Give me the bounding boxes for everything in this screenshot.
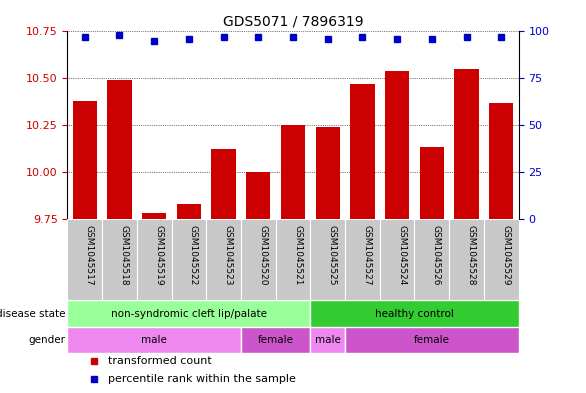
Text: GSM1045517: GSM1045517: [85, 225, 94, 286]
Bar: [246, 172, 271, 219]
Text: GSM1045523: GSM1045523: [224, 225, 233, 286]
Text: GSM1045526: GSM1045526: [432, 225, 441, 286]
Bar: [454, 69, 479, 219]
Bar: [206, 219, 241, 300]
Bar: [275, 219, 311, 300]
Text: transformed count: transformed count: [108, 356, 212, 366]
Bar: [311, 219, 345, 300]
Text: male: male: [141, 335, 167, 345]
Text: female: female: [414, 335, 450, 345]
Bar: [345, 327, 519, 353]
Text: male: male: [315, 335, 340, 345]
Text: disease state: disease state: [0, 309, 66, 318]
Bar: [102, 219, 137, 300]
Bar: [212, 149, 236, 219]
Bar: [449, 219, 484, 300]
Bar: [107, 80, 132, 219]
Bar: [137, 219, 172, 300]
Bar: [420, 147, 444, 219]
Text: GSM1045527: GSM1045527: [362, 225, 372, 286]
Text: GSM1045518: GSM1045518: [120, 225, 128, 286]
Text: gender: gender: [29, 335, 66, 345]
Bar: [67, 327, 241, 353]
Bar: [385, 71, 409, 219]
Bar: [311, 327, 345, 353]
Text: GSM1045524: GSM1045524: [397, 225, 406, 285]
Bar: [281, 125, 305, 219]
Text: GSM1045519: GSM1045519: [154, 225, 163, 286]
Bar: [142, 213, 166, 219]
Text: GSM1045520: GSM1045520: [258, 225, 267, 286]
Text: GSM1045521: GSM1045521: [293, 225, 302, 286]
Bar: [414, 219, 449, 300]
Bar: [241, 219, 275, 300]
Text: GSM1045529: GSM1045529: [501, 225, 510, 286]
Text: GSM1045525: GSM1045525: [328, 225, 337, 286]
Text: GSM1045522: GSM1045522: [189, 225, 198, 285]
Bar: [172, 219, 206, 300]
Bar: [241, 327, 311, 353]
Text: GSM1045528: GSM1045528: [466, 225, 476, 286]
Bar: [311, 300, 519, 327]
Text: non-syndromic cleft lip/palate: non-syndromic cleft lip/palate: [111, 309, 267, 318]
Bar: [67, 219, 102, 300]
Bar: [350, 84, 374, 219]
Bar: [67, 300, 311, 327]
Text: healthy control: healthy control: [375, 309, 454, 318]
Bar: [484, 219, 519, 300]
Bar: [380, 219, 414, 300]
Bar: [73, 101, 97, 219]
Bar: [345, 219, 380, 300]
Title: GDS5071 / 7896319: GDS5071 / 7896319: [223, 15, 363, 29]
Text: female: female: [258, 335, 294, 345]
Bar: [316, 127, 340, 219]
Text: percentile rank within the sample: percentile rank within the sample: [108, 374, 296, 384]
Bar: [489, 103, 513, 219]
Bar: [177, 204, 201, 219]
